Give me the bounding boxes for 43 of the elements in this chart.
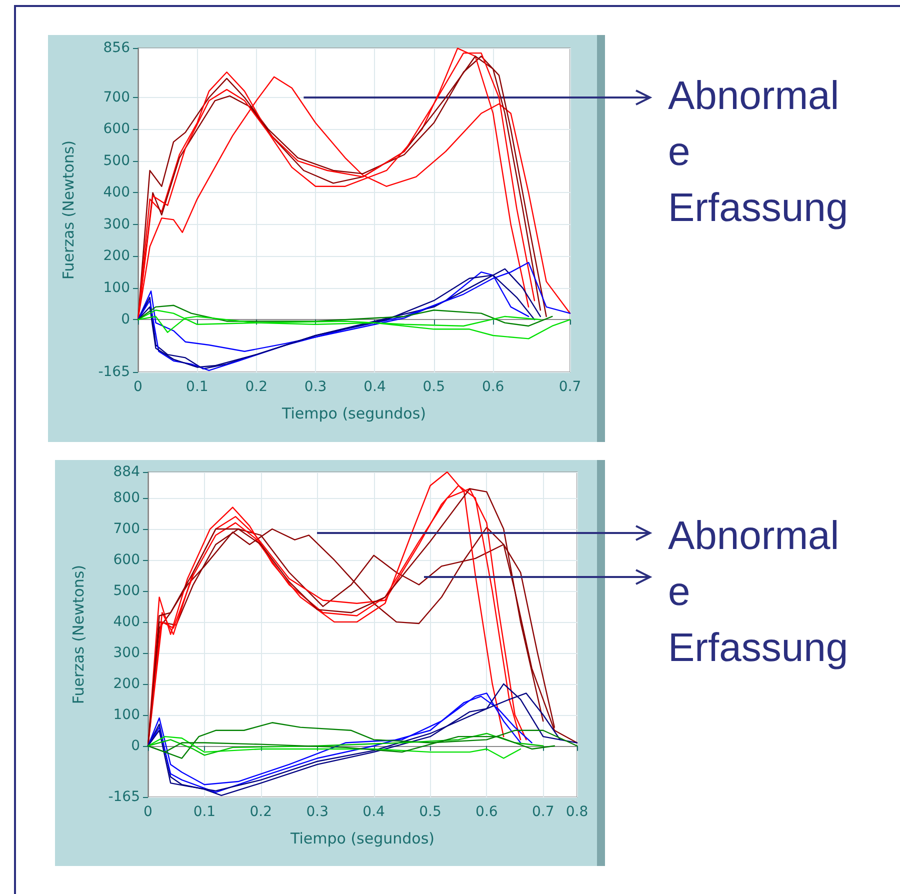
y-tick-label: -165 [108,789,140,805]
y-tick-label: 200 [113,676,140,692]
x-tick-label: 0 [144,804,152,820]
y-tick-label: 884 [113,464,140,480]
x-tick-label: 0.5 [422,379,446,395]
y-tick-label: 400 [103,184,130,201]
y-tick-label: 300 [103,216,130,232]
y-tick-label: 0 [121,312,130,328]
y-tick-label: -165 [98,364,130,380]
x-tick-label: 0.1 [193,804,216,820]
x-tick-label: 0.6 [482,379,504,395]
y-tick-label: 700 [103,90,130,106]
x-tick-label: 0.7 [558,379,582,395]
x-tick-label: 0.2 [245,379,268,395]
y-tick-label: 800 [113,490,140,506]
x-tick-label: 0.5 [419,804,442,820]
y-tick-label: 500 [103,152,130,169]
annotation: Abnormal e Erfassung [668,74,848,230]
y-tick-label: 856 [103,40,130,56]
y-axis-title: Fuerzas (Newtons) [70,564,88,704]
x-tick-label: 0.4 [362,804,386,820]
x-axis-title: Tiempo (segundos) [290,830,434,848]
x-tick-label: 0.6 [476,804,498,820]
y-tick-label: 200 [103,248,130,264]
x-axis-title: Tiempo (segundos) [281,404,426,422]
x-tick-label: 0.3 [304,379,327,395]
y-tick-label: 100 [113,706,140,723]
y-tick-label: 100 [103,280,130,296]
y-tick-label: 700 [113,521,140,538]
y-axis-title: Fuerzas (Newtons) [60,140,78,280]
y-tick-label: 0 [131,738,140,754]
x-tick-label: 0.2 [250,804,272,820]
x-tick-label: 0.8 [566,804,588,820]
text: Abnormal e Erfassung [668,514,848,670]
y-tick-label: 600 [113,552,140,568]
y-tick-label: 400 [113,614,140,630]
y-tick-label: 600 [103,121,130,138]
x-tick-label: 0.3 [306,804,328,820]
y-tick-label: 300 [113,644,140,661]
x-tick-label: 0.4 [364,379,386,395]
x-tick-label: 0.7 [532,804,554,820]
x-tick-label: 0.1 [186,379,208,395]
y-tick-label: 500 [113,582,140,599]
